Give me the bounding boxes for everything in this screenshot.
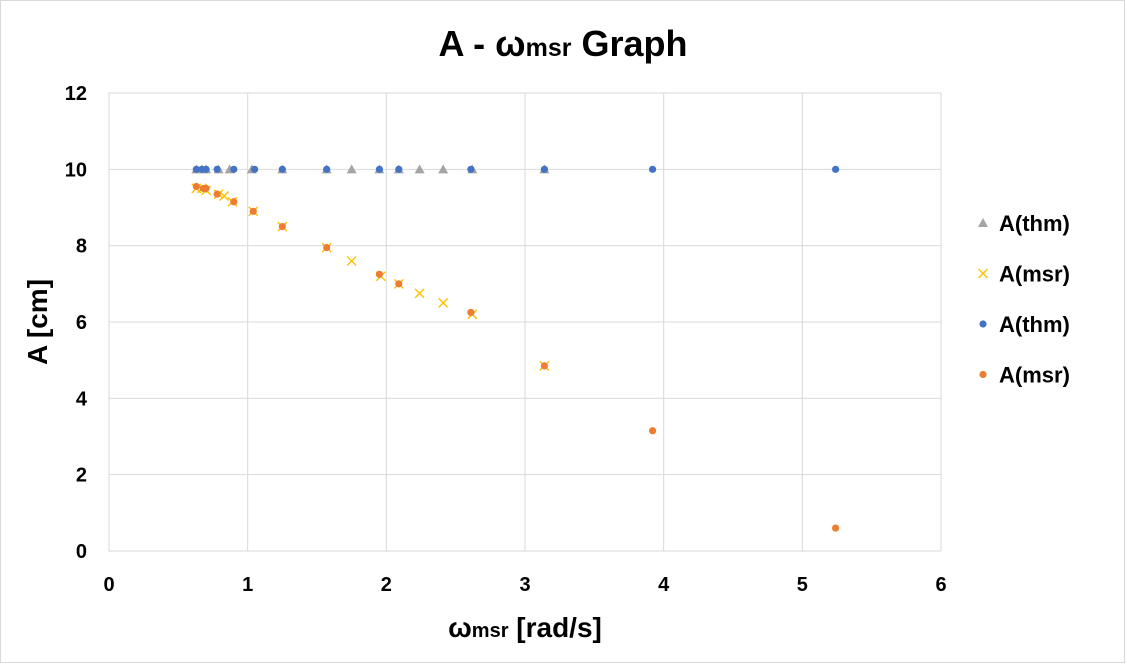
legend-label: A(msr) [999, 262, 1070, 287]
data-point [540, 362, 549, 370]
y-axis-title: A [cm] [22, 279, 53, 365]
chart-title-prefix: A - ω [439, 23, 526, 64]
data-point [192, 165, 200, 173]
data-point [251, 165, 259, 173]
legend-marker [978, 218, 988, 227]
data-point [375, 270, 383, 278]
data-point [648, 427, 657, 435]
data-point [230, 165, 238, 173]
x-axis-title: ωmsr [rad/s] [448, 612, 602, 643]
data-point [438, 297, 449, 308]
data-point [278, 222, 286, 231]
y-tick-label: 12 [65, 83, 87, 105]
data-point [323, 243, 331, 252]
x-axis-title-subscript: msr [472, 620, 509, 642]
x-axis-title-suffix: [rad/s] [509, 612, 602, 643]
chart-title: A - ωmsr Graph [439, 23, 688, 64]
legend-item: A(thm) [978, 211, 1070, 236]
data-point [202, 184, 210, 193]
y-tick-label: 6 [76, 312, 87, 334]
y-tick-label: 4 [76, 388, 88, 410]
legend-marker [978, 268, 988, 279]
legend: A(thm) A(msr) A(thm) A(msr) [978, 211, 1070, 388]
x-tick-label: 0 [103, 574, 114, 596]
chart-title-suffix: Graph [571, 23, 687, 64]
x-tick-label: 5 [797, 574, 808, 596]
x-tick-label: 6 [935, 574, 946, 596]
legend-marker [979, 370, 987, 379]
data-point [213, 165, 221, 173]
x-tick-label: 3 [519, 574, 530, 596]
y-tick-label: 10 [65, 159, 87, 181]
x-tick-label: 4 [658, 574, 670, 596]
data-point [213, 190, 221, 198]
legend-item: A(thm) [979, 312, 1070, 337]
data-points [191, 164, 840, 532]
data-point [395, 280, 403, 288]
y-tick-label: 2 [76, 465, 87, 487]
legend-label: A(msr) [999, 363, 1070, 388]
legend-label: A(thm) [999, 211, 1070, 236]
legend-marker [979, 320, 987, 328]
y-tick-label: 0 [76, 541, 87, 563]
data-point [832, 165, 840, 173]
legend-label: A(thm) [999, 312, 1070, 337]
gridlines [108, 92, 942, 552]
x-tick-label: 2 [381, 574, 392, 596]
data-point [467, 165, 475, 173]
data-point [648, 165, 657, 173]
data-point [395, 165, 403, 173]
data-point [219, 191, 230, 202]
x-axis-title-prefix: ω [448, 612, 472, 643]
data-point [414, 288, 425, 299]
data-point [346, 255, 357, 266]
chart-title-subscript: msr [526, 34, 572, 62]
data-point [832, 524, 840, 532]
series-2 [192, 165, 840, 173]
data-point [202, 165, 210, 173]
data-point [540, 165, 549, 173]
data-point [438, 164, 449, 174]
data-point [467, 308, 475, 317]
data-point [375, 165, 383, 173]
series-3 [192, 182, 840, 532]
y-tick-label: 8 [76, 236, 87, 258]
legend-item: A(msr) [978, 262, 1070, 287]
data-point [323, 165, 331, 173]
legend-item: A(msr) [979, 363, 1070, 388]
data-point [192, 182, 200, 191]
data-point [249, 207, 257, 215]
data-point [414, 164, 425, 174]
data-point [278, 165, 286, 173]
data-point [230, 198, 238, 206]
x-tick-label: 1 [242, 574, 253, 596]
data-point [346, 164, 357, 174]
